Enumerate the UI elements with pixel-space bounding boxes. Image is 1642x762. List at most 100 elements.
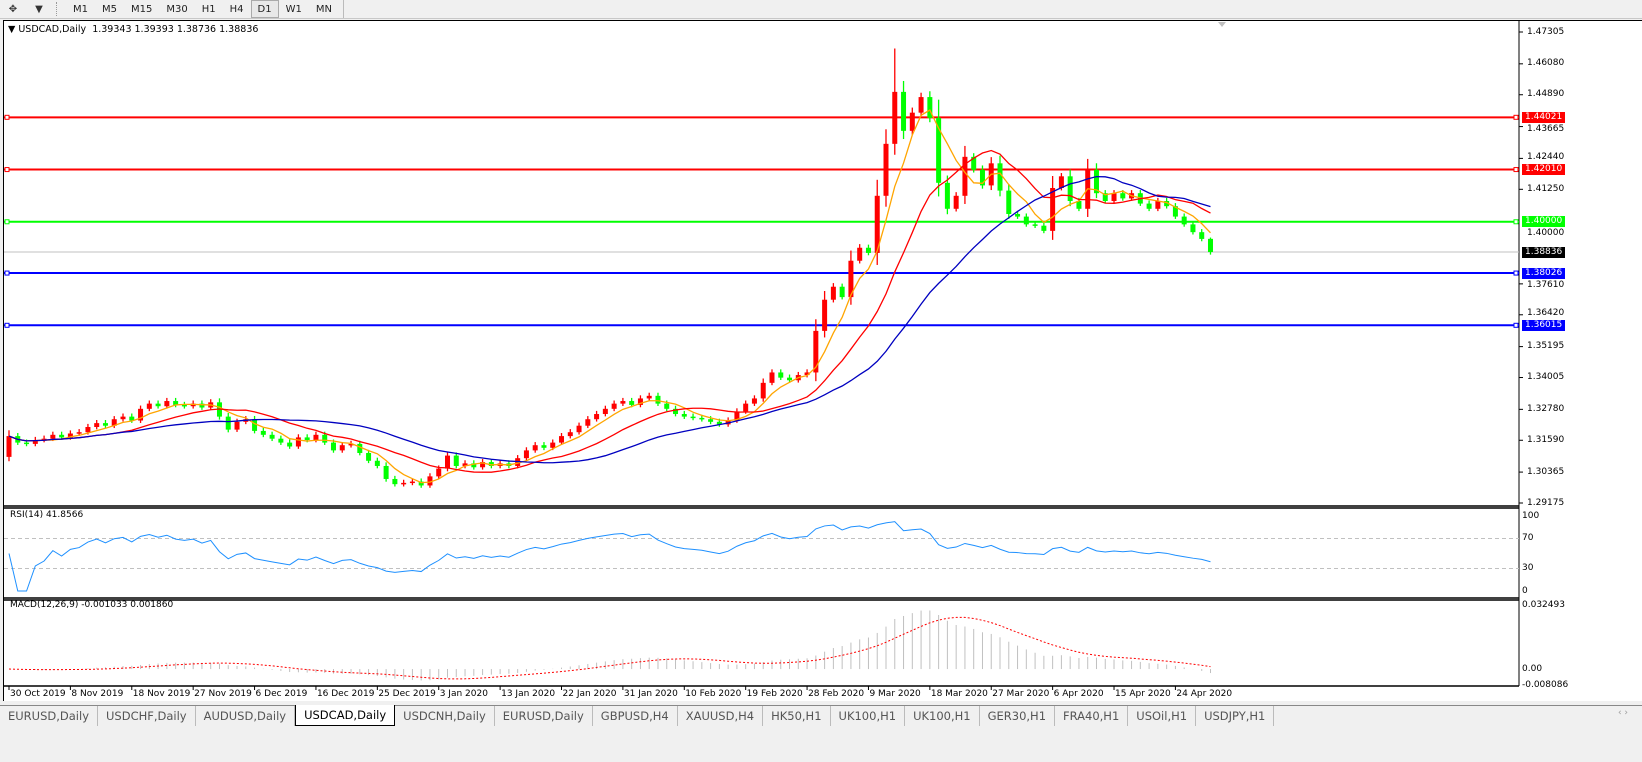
chart-tab[interactable]: XAUUSD,H4	[678, 706, 764, 726]
timeframe-mn[interactable]: MN	[315, 3, 332, 15]
timeframe-m1[interactable]: M1	[73, 3, 88, 15]
bearish-candle	[1146, 203, 1152, 209]
chart-window[interactable]: ▼ USDCAD,Daily 1.39343 1.39393 1.38736 1…	[3, 20, 1642, 701]
chart-tab[interactable]: HK50,H1	[763, 706, 831, 726]
bullish-candle	[567, 432, 573, 437]
bearish-candle	[225, 416, 231, 430]
timeframe-m15[interactable]: M15	[131, 3, 153, 15]
crosshair-tools-icon[interactable]: ✥	[8, 3, 18, 15]
chart-tab[interactable]: EURUSD,Daily	[0, 706, 98, 726]
chart-tab[interactable]: AUDUSD,Daily	[196, 706, 296, 726]
toolbar-grip[interactable]	[56, 2, 62, 16]
chart-tab[interactable]: GER30,H1	[980, 706, 1056, 726]
macd-signal-line	[8, 616, 1211, 680]
bearish-candle	[366, 452, 372, 461]
bullish-candle	[111, 419, 117, 426]
level-price-badge: 1.40000	[1522, 216, 1566, 228]
bearish-candle	[699, 417, 705, 420]
chart-tab[interactable]: UK100,H1	[831, 706, 906, 726]
bearish-candle	[944, 182, 950, 209]
bullish-candle	[409, 481, 415, 484]
bearish-candle	[1181, 216, 1187, 225]
bullish-candle	[1050, 188, 1056, 231]
time-tick-label: 24 Apr 2020	[1176, 689, 1233, 699]
bearish-candle	[655, 395, 661, 404]
bearish-candle	[690, 416, 696, 419]
bearish-candle	[287, 442, 293, 447]
price-tick-label: 1.44890	[1527, 89, 1565, 100]
chart-tab[interactable]: USDCHF,Daily	[98, 706, 196, 726]
bearish-candle	[357, 443, 363, 453]
timeframe-m30[interactable]: M30	[166, 3, 188, 15]
time-tick-label: 16 Dec 2019	[316, 689, 375, 699]
bearish-candle	[673, 408, 679, 415]
rsi-tick-label: 30	[1522, 563, 1534, 573]
bullish-candle	[436, 468, 442, 477]
bearish-candle	[541, 445, 547, 448]
macd-tick-label: 0.00	[1522, 663, 1543, 674]
dropdown-icon[interactable]: ▼	[35, 3, 43, 15]
bid-price-badge: 1.38836	[1522, 246, 1566, 258]
chart-tab[interactable]: USDCNH,Daily	[395, 706, 495, 726]
bearish-candle	[971, 156, 977, 170]
bearish-candle	[322, 434, 328, 443]
bullish-candle	[892, 91, 898, 144]
timeframe-d1[interactable]: D1	[250, 0, 279, 18]
time-tick-label: 30 Oct 2019	[10, 689, 66, 699]
bearish-candle	[102, 423, 108, 426]
bullish-candle	[953, 195, 959, 209]
timeframe-toolbar: ✥ ▼ M1 M5 M15 M30 H1 H4 D1 W1 MN	[0, 0, 1642, 19]
timeframe-h4[interactable]: H4	[229, 3, 244, 15]
bearish-candle	[129, 416, 135, 421]
chart-tab[interactable]: USOil,H1	[1128, 706, 1197, 726]
time-tick-label: 15 Apr 2020	[1115, 689, 1171, 699]
bearish-candle	[839, 286, 845, 298]
bullish-candle	[50, 434, 56, 439]
mid-moving-average-line	[8, 149, 1211, 473]
bearish-candle	[269, 434, 275, 439]
timeframe-w1[interactable]: W1	[285, 3, 302, 15]
chart-tab[interactable]: UK100,H1	[905, 706, 980, 726]
bullish-candle	[857, 247, 863, 261]
bullish-candle	[751, 398, 757, 404]
bullish-candle	[427, 476, 433, 486]
level-handle-left	[4, 322, 10, 328]
timeframe-m5[interactable]: M5	[102, 3, 117, 15]
chart-tab[interactable]: GBPUSD,H4	[593, 706, 678, 726]
toolbar-divider	[342, 0, 344, 18]
bearish-candle	[24, 442, 30, 445]
tab-scroll-arrows[interactable]: ‹ ›	[1617, 708, 1628, 718]
bearish-candle	[471, 463, 477, 468]
rsi-label: RSI(14) 41.8566	[10, 510, 84, 520]
bullish-candle	[120, 416, 126, 420]
bearish-candle	[997, 163, 1003, 191]
timeframe-h1[interactable]: H1	[201, 3, 216, 15]
price-tick-label: 1.31590	[1527, 434, 1565, 445]
chart-tab[interactable]: USDCAD,Daily	[295, 705, 396, 726]
price-tick-label: 1.37610	[1527, 279, 1565, 290]
bullish-candle	[1155, 200, 1161, 209]
time-tick-label: 6 Dec 2019	[255, 689, 308, 699]
bullish-candle	[585, 419, 591, 426]
time-tick-label: 28 Feb 2020	[808, 689, 865, 699]
bearish-candle	[392, 478, 398, 485]
bearish-candle	[59, 434, 65, 438]
time-tick-label: 6 Apr 2020	[1053, 689, 1104, 699]
bullish-candle	[32, 440, 38, 444]
bullish-candle	[532, 445, 538, 451]
bullish-candle	[611, 403, 617, 409]
bullish-candle	[1111, 193, 1117, 201]
level-handle-left	[4, 167, 10, 173]
rsi-tick-label: 70	[1522, 533, 1534, 543]
bullish-candle	[138, 408, 144, 421]
chart-tab[interactable]: EURUSD,Daily	[495, 706, 593, 726]
bullish-candle	[576, 425, 582, 433]
collapse-triangle-icon[interactable]: ▼	[8, 24, 16, 35]
bullish-candle	[401, 482, 407, 485]
chart-tab[interactable]: USDJPY,H1	[1196, 706, 1275, 726]
price-tick-label: 1.43665	[1527, 123, 1565, 134]
chart-shift-marker-icon	[1218, 22, 1226, 27]
bullish-candle	[523, 450, 529, 459]
price-tick-label: 1.41250	[1527, 183, 1565, 194]
chart-tab[interactable]: FRA40,H1	[1055, 706, 1129, 726]
